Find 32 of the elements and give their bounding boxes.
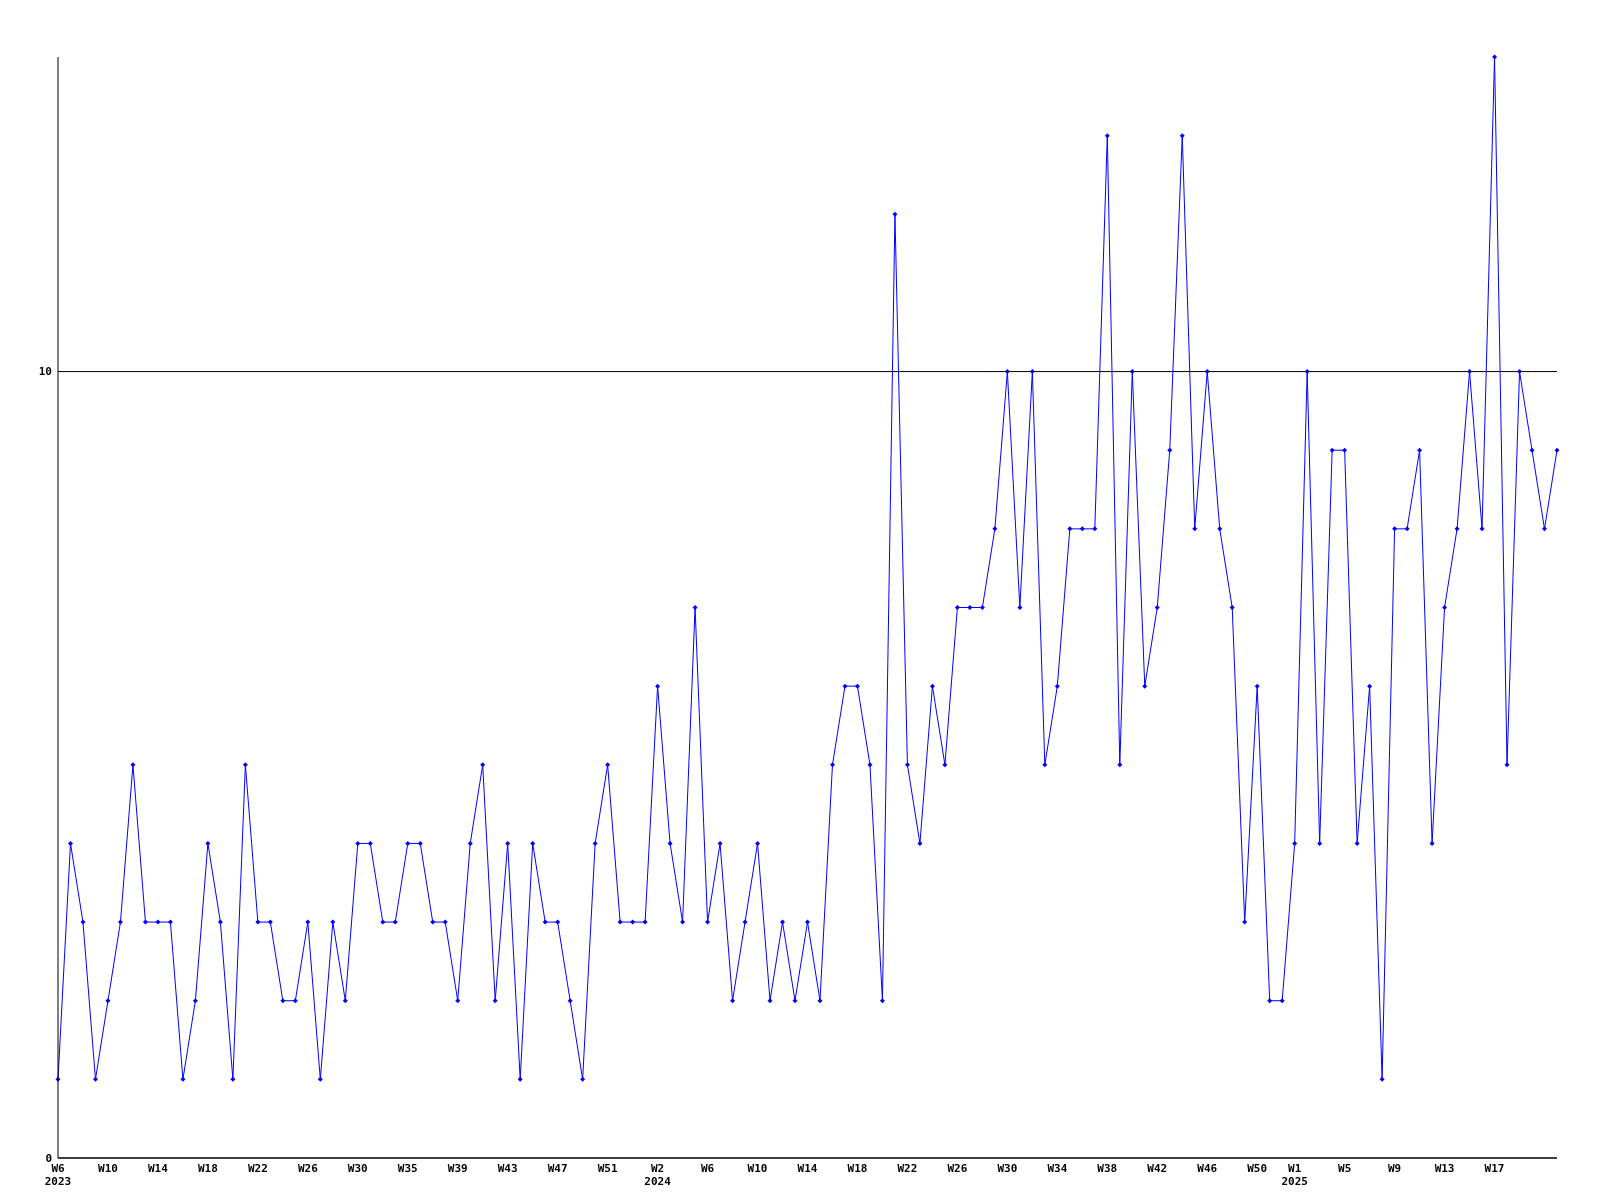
y-tick-label: 0 [45,1151,52,1165]
x-tick-label: W2 2024 [644,1162,672,1188]
x-tick-label: W6 2023 [44,1162,72,1188]
x-tick-label: W10 [747,1162,768,1175]
x-tick-label: W35 [397,1162,418,1175]
x-tick-label: W26 [297,1162,319,1175]
x-tick-label: W39 [447,1162,468,1175]
x-tick-label: W38 [1097,1162,1118,1175]
x-tick-label: W50 [1247,1162,1268,1175]
x-tick-label: W51 [597,1162,618,1175]
x-tick-label: W14 [797,1162,818,1175]
x-tick-label: W42 [1147,1162,1168,1175]
x-tick-label: W1 2025 [1281,1162,1308,1188]
x-tick-label: W22 [247,1162,268,1175]
x-tick-label: W43 [497,1162,518,1175]
x-tick-label: W9 [1387,1162,1402,1175]
x-tick-label: W18 [197,1162,218,1175]
x-tick-label: W5 [1338,1162,1352,1175]
x-tick-label: W10 [98,1162,118,1175]
x-tick-label: W34 [1047,1162,1068,1175]
x-tick-label: W17 [1484,1162,1505,1175]
x-tick-label: W46 [1197,1162,1218,1175]
x-tick-label: W26 [947,1162,968,1175]
x-tick-label: W18 [847,1162,868,1175]
y-tick-label: 10 [38,365,52,379]
x-tick-label: W30 [997,1162,1018,1175]
x-tick-label: W13 [1434,1162,1455,1175]
x-tick-label: W22 [897,1162,918,1175]
x-tick-label: W14 [148,1162,169,1175]
x-tick-label: W6 [700,1162,715,1175]
x-tick-label: W47 [547,1162,568,1175]
x-tick-label: W30 [347,1162,368,1175]
